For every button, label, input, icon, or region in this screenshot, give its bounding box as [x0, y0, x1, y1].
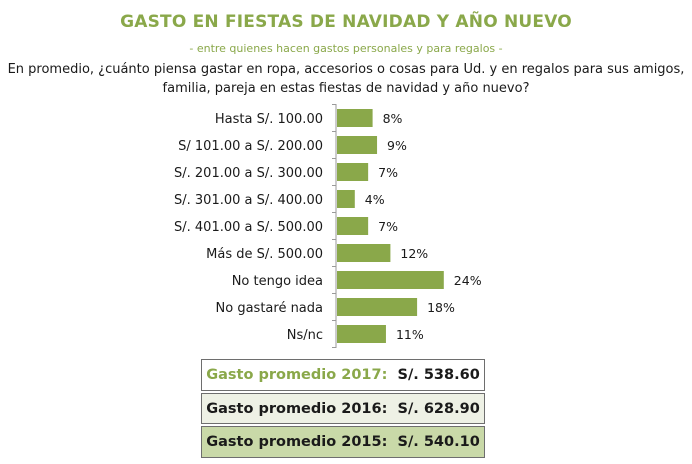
bar-chart: Hasta S/. 100.00 8% S/ 101.00 a S/. 200.00…	[174, 104, 482, 348]
average-spend-2015-box: Gasto promedio 2015: S/. 540.10	[201, 426, 485, 458]
data-label: 12%	[400, 246, 428, 261]
bar	[337, 244, 391, 262]
bar	[337, 109, 373, 127]
category-label: No gastaré nada	[216, 301, 323, 316]
data-label: 11%	[396, 327, 424, 342]
category-label: Hasta S/. 100.00	[215, 112, 323, 127]
chart-subtitle: - entre quienes hacen gastos personales …	[189, 42, 503, 55]
bar	[337, 163, 369, 181]
average-spend-2015-label: Gasto promedio 2015:	[206, 434, 388, 450]
category-label: Ns/nc	[287, 328, 323, 343]
category-label: S/. 201.00 a S/. 300.00	[174, 166, 323, 181]
category-label: Más de S/. 500.00	[206, 247, 323, 262]
data-label: 7%	[378, 165, 398, 180]
question-line-1: En promedio, ¿cuánto piensa gastar en ro…	[7, 62, 685, 77]
category-label: S/ 101.00 a S/. 200.00	[178, 139, 323, 154]
category-label: S/. 301.00 a S/. 400.00	[174, 193, 323, 208]
average-spend-2017-value: S/. 538.60	[397, 367, 480, 383]
bar	[337, 217, 369, 235]
chart-title: GASTO EN FIESTAS DE NAVIDAD Y AÑO NUEVO	[120, 12, 572, 32]
category-label: S/. 401.00 a S/. 500.00	[174, 220, 323, 235]
average-spend-2017-label: Gasto promedio 2017:	[206, 367, 388, 383]
bar	[337, 190, 355, 208]
bar	[337, 271, 444, 289]
average-spend-2016-value: S/. 628.90	[397, 400, 480, 417]
data-label: 24%	[454, 273, 482, 288]
bar	[337, 298, 418, 316]
question-line-2: familia, pareja en estas fiestas de navi…	[162, 81, 530, 96]
survey-question: En promedio, ¿cuánto piensa gastar en ro…	[0, 60, 692, 98]
bar	[337, 325, 386, 343]
category-label: No tengo idea	[232, 274, 323, 289]
data-label: 8%	[383, 111, 403, 126]
average-spend-2015-value: S/. 540.10	[397, 434, 480, 450]
data-label: 7%	[378, 219, 398, 234]
average-spend-2017-box: Gasto promedio 2017: S/. 538.60	[201, 359, 485, 391]
data-label: 18%	[427, 300, 455, 315]
bar	[337, 136, 378, 154]
average-spend-2016-label: Gasto promedio 2016:	[206, 400, 388, 417]
data-label: 9%	[387, 138, 407, 153]
average-spend-2016-box: Gasto promedio 2016: S/. 628.90	[201, 393, 485, 424]
data-label: 4%	[365, 192, 385, 207]
